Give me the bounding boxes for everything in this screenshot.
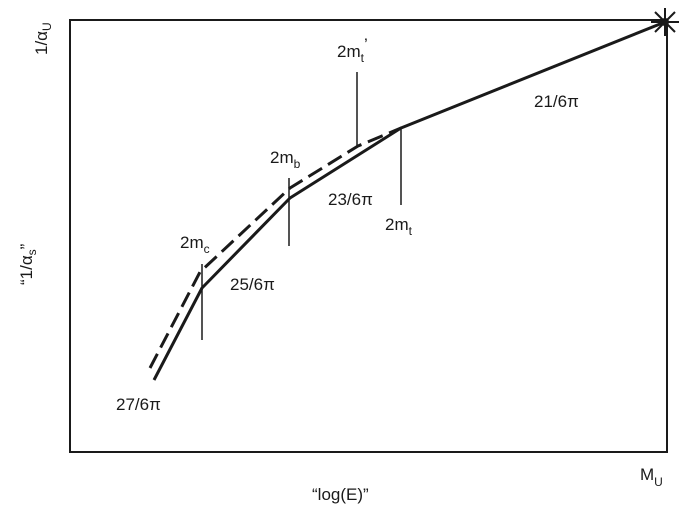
slope-label-23: 23/6π [328, 190, 373, 209]
unification-burst-icon [651, 8, 679, 36]
threshold-label-mt: 2mt [385, 215, 413, 238]
slope-label-21: 21/6π [534, 92, 579, 111]
top-left-axis-label: 1/αU [32, 22, 54, 55]
slope-label-27: 27/6π [116, 395, 161, 414]
slope-label-25: 25/6π [230, 275, 275, 294]
solid-coupling-curve [152, 20, 666, 381]
x-axis-label: “log(E)” [312, 485, 369, 504]
threshold-label-mc: 2mc [180, 233, 210, 256]
dashed-coupling-curve [148, 126, 402, 369]
x-end-label: MU [640, 465, 663, 489]
threshold-label-mb: 2mb [270, 148, 301, 171]
plot-frame [69, 19, 668, 453]
threshold-label-mt-prime: 2mt’ [337, 35, 368, 65]
y-axis-label: “1/αs” [17, 243, 39, 285]
